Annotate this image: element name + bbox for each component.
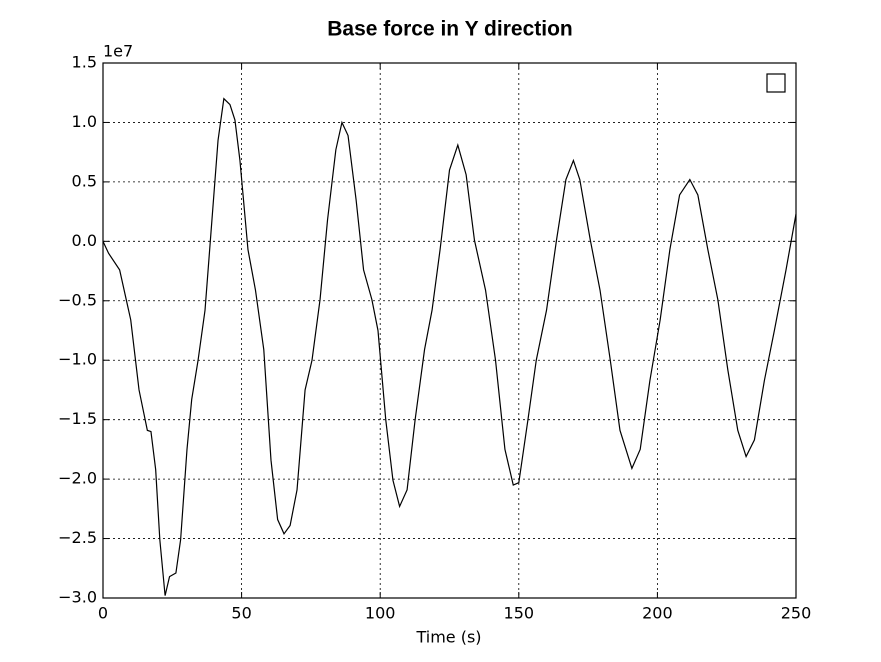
x-tick-label: 0 [98, 604, 108, 623]
y-tick-label: −2.0 [58, 469, 97, 488]
y-tick-label: 0.5 [72, 171, 97, 190]
y-tick-label: 1.5 [72, 53, 97, 72]
y-offset-label: 1e7 [103, 42, 133, 61]
y-tick-label: −3.0 [58, 588, 97, 607]
y-tick-label: −0.5 [58, 290, 97, 309]
x-axis-label: Time (s) [415, 628, 481, 647]
y-tick-label: −1.5 [58, 409, 97, 428]
x-tick-label: 250 [781, 604, 812, 623]
chart-title: Base force in Y direction [327, 18, 572, 41]
y-tick-label: 1.0 [72, 112, 97, 131]
y-tick-label: 0.0 [72, 231, 97, 250]
x-tick-label: 50 [231, 604, 251, 623]
x-tick-label: 200 [642, 604, 673, 623]
y-tick-label: −2.5 [58, 528, 97, 547]
y-tick-label: −1.0 [58, 350, 97, 369]
x-tick-label: 100 [365, 604, 396, 623]
x-tick-label: 150 [504, 604, 535, 623]
data-line [102, 97, 797, 596]
plot-frame [102, 62, 797, 599]
legend-box [766, 73, 786, 93]
